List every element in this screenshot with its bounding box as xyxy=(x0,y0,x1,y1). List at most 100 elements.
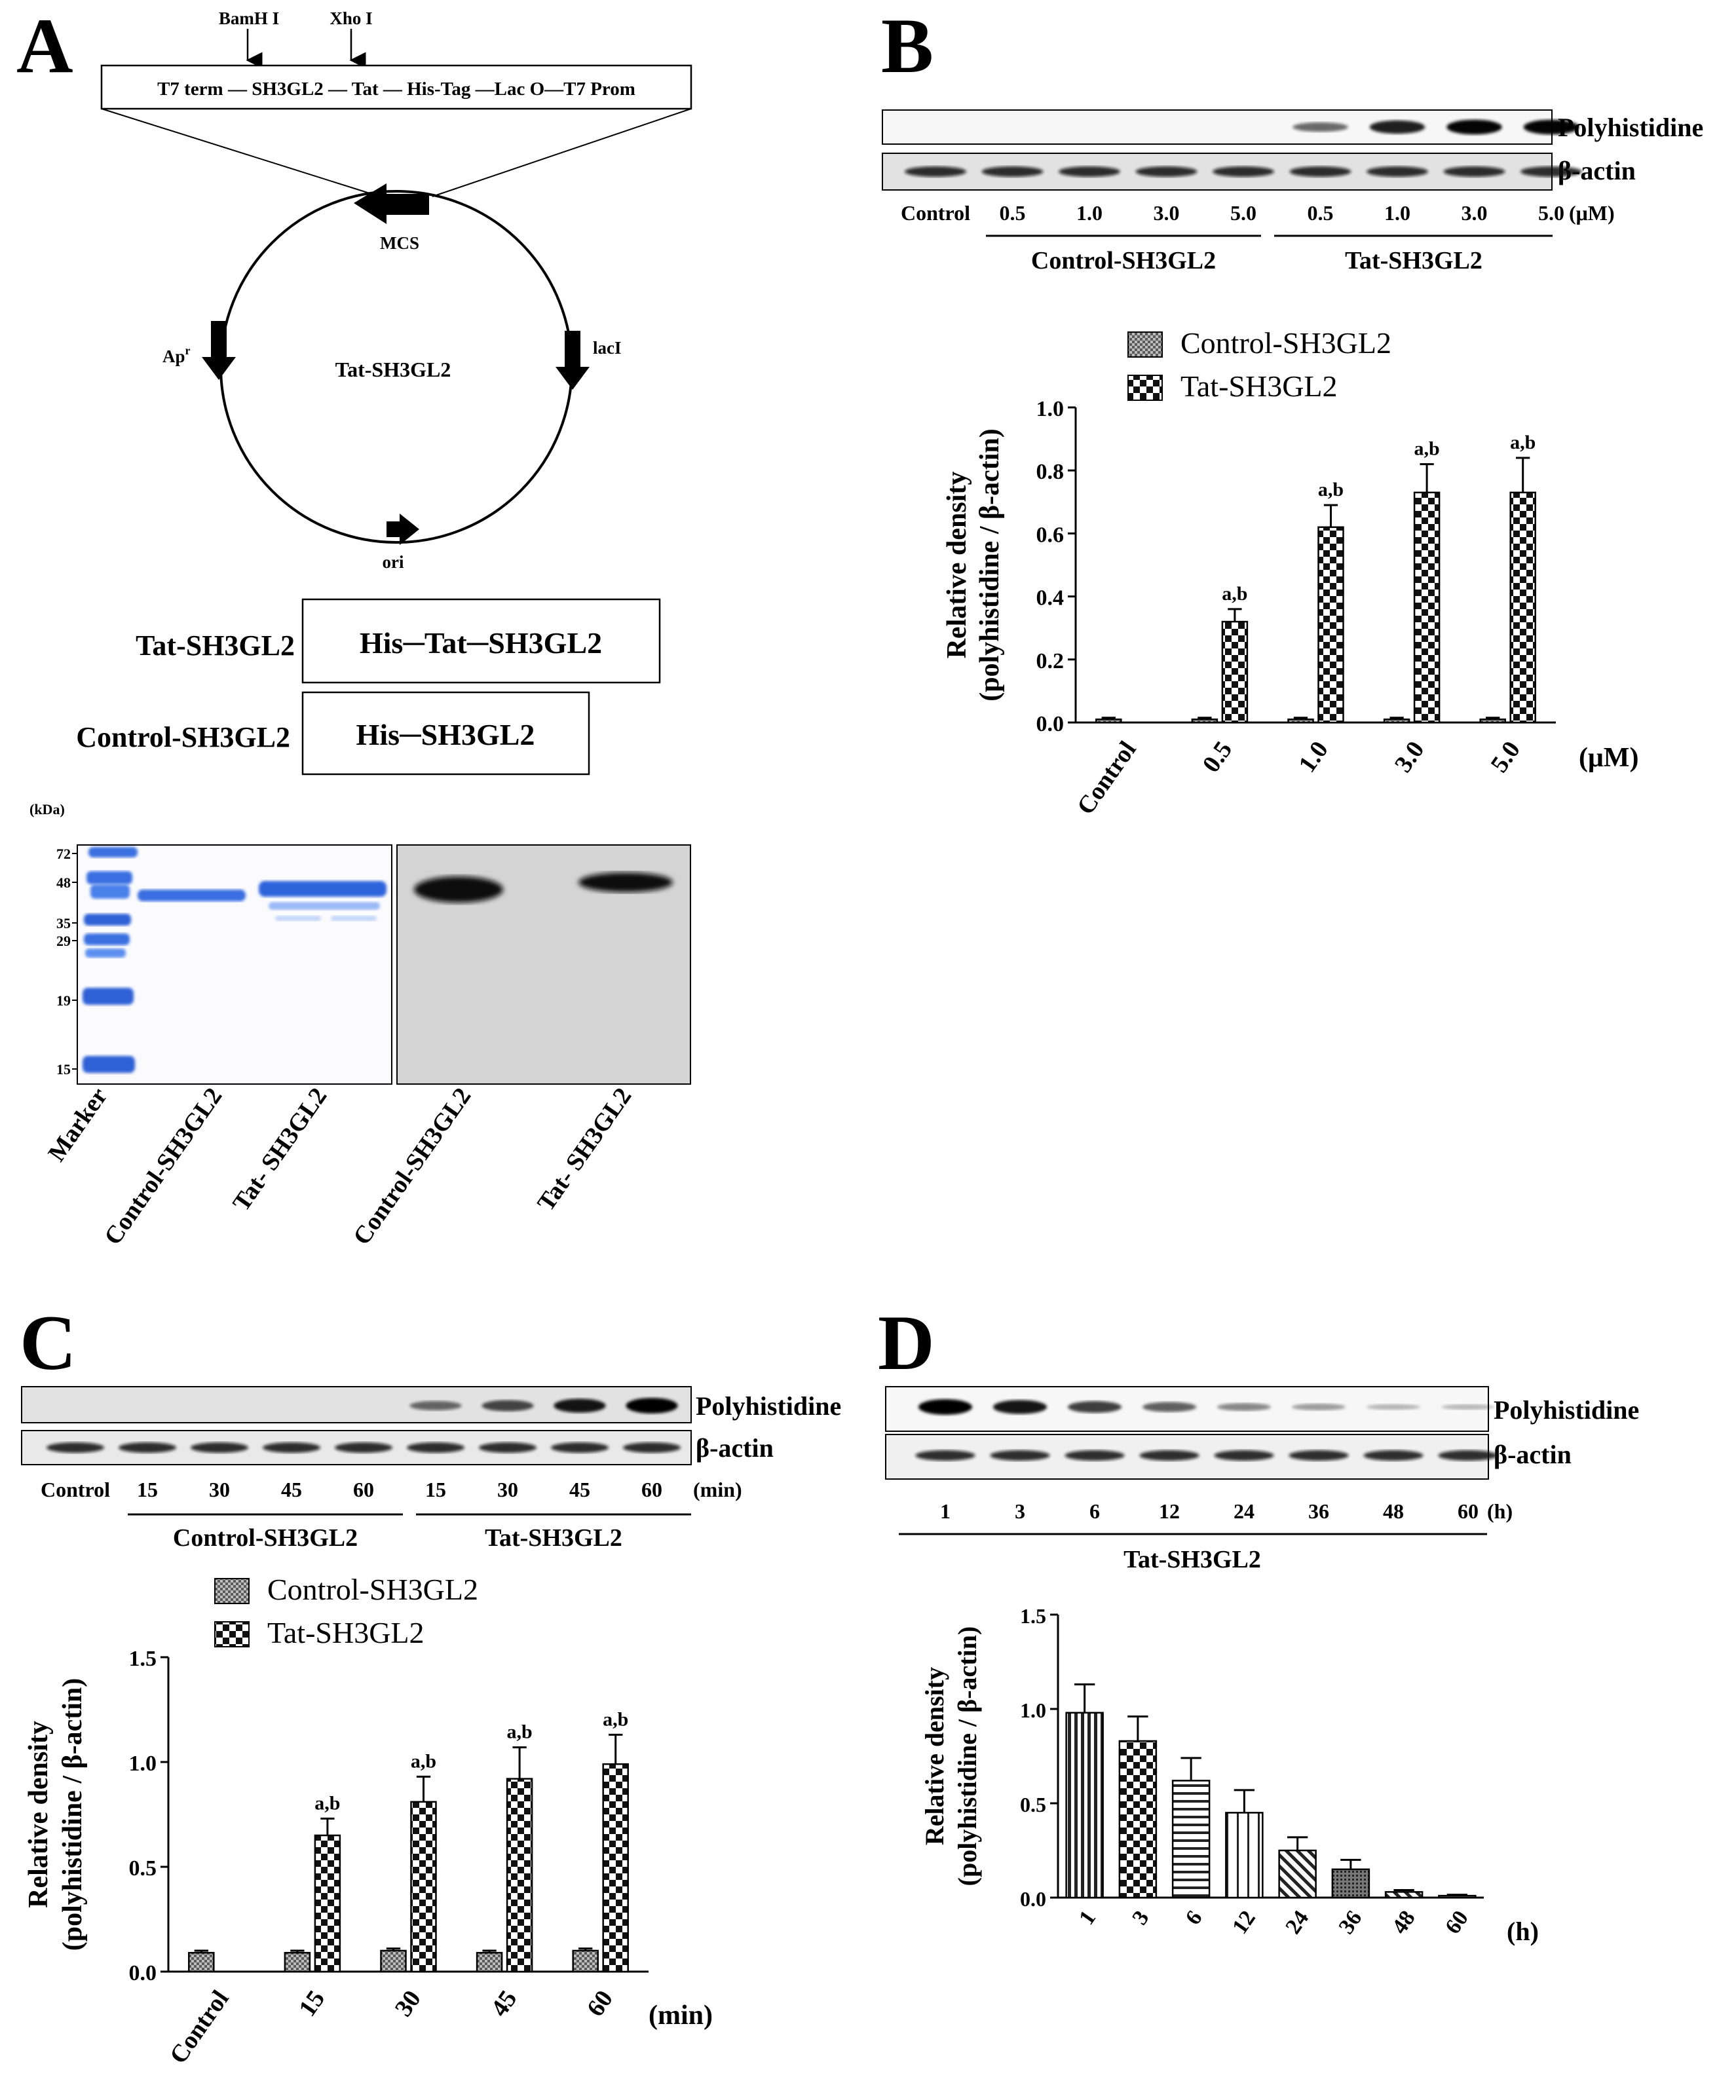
legend-swatch xyxy=(1127,331,1163,358)
y-axis-label: Relative density xyxy=(24,1721,54,1908)
construct-box-control xyxy=(301,691,590,776)
x-tick-label: 5.0 xyxy=(1485,736,1526,778)
actin-band xyxy=(1139,1450,1199,1461)
y-axis-label-2: (polyhistidine / β-actin) xyxy=(975,428,1005,702)
apr-arrow xyxy=(202,321,236,380)
gel-marker-label: 19 xyxy=(56,992,71,1009)
laci-label: lacI xyxy=(593,338,622,358)
actin-band xyxy=(915,1450,975,1461)
significance-label: a,b xyxy=(1510,432,1536,453)
x-tick-label: 48 xyxy=(1387,1906,1420,1938)
actin-band xyxy=(47,1442,104,1453)
gel-lane-label: Control-SH3GL2 xyxy=(99,1083,227,1250)
bar-tat-sh3gl2-15 xyxy=(314,1834,341,1973)
blot-lane-label: 3.0 xyxy=(1154,201,1180,225)
blot-lane-label: 12 xyxy=(1159,1499,1180,1523)
bar-tat-sh3gl2-36 xyxy=(1331,1868,1370,1899)
polyhistidine-band xyxy=(1067,1401,1122,1413)
bar-tat-sh3gl2-48 xyxy=(1384,1891,1424,1899)
construct-box-control-label: His─SH3GL2 xyxy=(356,718,535,751)
construct-name-control: Control-SH3GL2 xyxy=(76,721,290,753)
actin-band xyxy=(981,166,1044,177)
polyhistidine-band xyxy=(481,1400,534,1412)
blot-lane-label: 1.0 xyxy=(1076,201,1103,225)
x-tick-label: 45 xyxy=(485,1985,522,2021)
blot-c-unit: (min) xyxy=(693,1478,742,1501)
y-tick-label: 1.5 xyxy=(129,1647,157,1671)
actin-band xyxy=(1059,166,1120,177)
x-tick-label: 1.0 xyxy=(1293,736,1334,778)
blot-lane-label: 1.0 xyxy=(1384,201,1410,225)
plasmid-map: BamH I Xho I T7 term — SH3GL2 — Tat — Hi… xyxy=(100,9,692,572)
blot-lane-label: 5.0 xyxy=(1538,201,1564,225)
panel-label-c: C xyxy=(20,1299,77,1386)
actin-band xyxy=(119,1442,176,1453)
blot-lane-label: 60 xyxy=(1458,1499,1479,1523)
actin-band xyxy=(1135,166,1198,177)
actin-band xyxy=(1289,166,1351,177)
x-tick-label: Control xyxy=(1072,736,1142,819)
gel-marker-label: 72 xyxy=(56,846,71,862)
legend-swatch xyxy=(214,1578,250,1604)
y-tick-label: 0.0 xyxy=(1020,1887,1046,1911)
polyhistidine-band xyxy=(1446,119,1502,135)
x-tick-label: 30 xyxy=(390,1985,426,2021)
blot-lane-label: 5.0 xyxy=(1230,201,1256,225)
cassette-label: T7 term — SH3GL2 — Tat — His-Tag —Lac O—… xyxy=(157,79,635,100)
x-tick-label: 24 xyxy=(1281,1906,1313,1938)
x-tick-label: Control xyxy=(164,1985,235,2069)
blot-b: Polyhistidine β-actin Control 0.5 1.0 3.0 5.… xyxy=(882,109,1703,274)
bar-control-sh3gl2-45 xyxy=(476,1951,503,1973)
significance-label: a,b xyxy=(1222,583,1247,605)
apr-label: Apr xyxy=(162,344,191,366)
x-unit-label: (μM) xyxy=(1579,743,1638,773)
y-tick-label: 0.5 xyxy=(1020,1793,1046,1816)
blot-lane-label: 30 xyxy=(209,1478,230,1501)
panel-label-d: D xyxy=(878,1299,935,1386)
y-tick-label: 0.2 xyxy=(1036,649,1065,673)
panel-label-a: A xyxy=(16,2,73,89)
y-axis-label: Relative density xyxy=(920,1667,949,1845)
blot-lane-label: 0.5 xyxy=(1308,201,1334,225)
polyhistidine-band xyxy=(1369,120,1425,134)
blot-lane-label: 24 xyxy=(1234,1499,1255,1523)
bar-tat-sh3gl2-5.0 xyxy=(1509,491,1536,724)
significance-label: a,b xyxy=(507,1721,533,1743)
bar-tat-sh3gl2-12 xyxy=(1225,1812,1264,1899)
actin-band xyxy=(551,1442,609,1453)
x-tick-label: 1 xyxy=(1074,1906,1101,1929)
x-tick-label: 60 xyxy=(1441,1906,1473,1938)
blot-b-group2: Tat-SH3GL2 xyxy=(1345,247,1482,274)
polyhistidine-band xyxy=(554,1398,606,1413)
significance-label: a,b xyxy=(603,1708,628,1730)
bar-control-sh3gl2-Control xyxy=(188,1951,215,1973)
actin-band xyxy=(335,1442,392,1453)
blot-lane-label: 45 xyxy=(569,1478,590,1501)
actin-band xyxy=(1363,1450,1424,1461)
legend-label: Control-SH3GL2 xyxy=(267,1573,478,1606)
blot-d-row-actin: β-actin xyxy=(1494,1440,1572,1469)
actin-band xyxy=(479,1442,537,1453)
legend-swatch xyxy=(214,1621,250,1647)
x-tick-label: 12 xyxy=(1228,1906,1260,1938)
blot-lane-label: 6 xyxy=(1089,1499,1100,1523)
zoom-line-right xyxy=(432,108,692,197)
blot-lane-label: 3.0 xyxy=(1462,201,1488,225)
bar-control-sh3gl2-3.0 xyxy=(1383,718,1410,724)
bar-tat-sh3gl2-30 xyxy=(410,1801,437,1973)
actin-band xyxy=(1213,166,1274,177)
bar-tat-sh3gl2-60 xyxy=(602,1763,629,1973)
blot-lane-label: 45 xyxy=(281,1478,302,1501)
blot-d-row-polyhis: Polyhistidine xyxy=(1494,1395,1639,1425)
gel-lane-label: Control-SH3GL2 xyxy=(348,1083,476,1250)
polyhistidine-band xyxy=(1523,119,1579,135)
laci-arrow xyxy=(556,331,590,390)
actin-band xyxy=(990,1450,1050,1461)
blot-lane-label: Control xyxy=(901,201,970,225)
x-tick-label: 60 xyxy=(582,1985,618,2021)
bar-control-sh3gl2-5.0 xyxy=(1479,718,1506,724)
x-unit-label: (min) xyxy=(649,2000,713,2031)
blot-c-group1: Control-SH3GL2 xyxy=(173,1524,358,1552)
bar-tat-sh3gl2-6 xyxy=(1171,1780,1211,1899)
